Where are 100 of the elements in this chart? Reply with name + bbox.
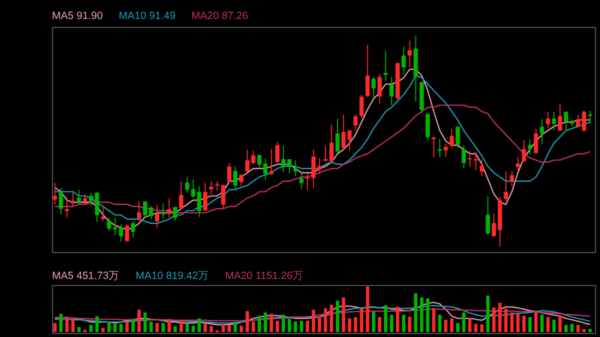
- bar: [456, 322, 460, 332]
- bar: [390, 314, 394, 332]
- bar: [234, 322, 237, 332]
- candlestick: [456, 126, 460, 149]
- candlestick: [118, 224, 124, 242]
- text: MA10 91.49: [118, 10, 176, 22]
- bar: [468, 318, 472, 332]
- candlestick: [546, 111, 550, 128]
- bar: [366, 286, 370, 332]
- bar: [143, 312, 147, 332]
- bar: [95, 316, 99, 332]
- candlestick: [311, 149, 316, 188]
- candlestick: [82, 194, 88, 205]
- candlestick: [58, 187, 64, 215]
- bar: [300, 320, 304, 332]
- text: MA5 451.73万: [52, 270, 120, 282]
- bar: [336, 300, 340, 332]
- candlestick: [516, 156, 520, 171]
- candlestick: [173, 206, 178, 222]
- candlestick: [64, 197, 70, 218]
- candlestick: [70, 192, 76, 207]
- bar: [432, 308, 436, 332]
- bar: [312, 310, 316, 332]
- candlestick: [167, 198, 172, 218]
- bar: [498, 302, 502, 332]
- candlestick: [52, 182, 58, 205]
- bar: [65, 318, 69, 332]
- bar: [174, 326, 177, 332]
- candlestick: [480, 158, 484, 177]
- candlestick: [179, 180, 184, 210]
- candlestick: [94, 192, 100, 222]
- candlestick: [534, 128, 538, 154]
- candlestick: [384, 50, 388, 82]
- candlestick: [564, 111, 568, 131]
- candlestick: [299, 173, 304, 190]
- bar: [204, 322, 207, 332]
- bar: [198, 318, 201, 332]
- bar: [408, 316, 412, 332]
- bar: [474, 324, 478, 332]
- bar: [486, 296, 490, 332]
- candlestick: [450, 128, 454, 148]
- bar: [438, 314, 442, 332]
- bar: [510, 312, 514, 332]
- candlestick: [136, 200, 142, 222]
- candlestick: [426, 114, 430, 141]
- bar: [180, 320, 183, 332]
- bar: [414, 293, 418, 332]
- bar: [318, 316, 322, 332]
- candlestick: [552, 111, 556, 131]
- bar: [330, 304, 334, 332]
- candlestick: [486, 196, 490, 236]
- bar: [258, 316, 262, 332]
- candlestick: [335, 118, 340, 154]
- bar: [270, 314, 274, 332]
- bar: [402, 314, 406, 332]
- bar: [354, 317, 358, 332]
- bar: [534, 312, 538, 332]
- candlestick: [341, 114, 346, 150]
- bar: [125, 322, 129, 332]
- candlestick: [359, 94, 364, 119]
- text: MA20 1151.26万: [225, 270, 304, 282]
- candlestick: [227, 162, 232, 184]
- candlestick: [522, 140, 526, 162]
- bar: [240, 326, 243, 332]
- bar: [246, 311, 249, 332]
- bar: [450, 318, 454, 332]
- bar: [252, 322, 255, 332]
- candlestick: [371, 76, 376, 100]
- bar: [324, 308, 328, 332]
- text: MA20 87.26: [191, 10, 248, 22]
- candlestick: [510, 170, 514, 187]
- candlestick: [317, 157, 322, 174]
- bar: [228, 324, 231, 332]
- bar: [420, 297, 424, 332]
- candlestick: [130, 220, 136, 238]
- candlestick: [540, 118, 544, 144]
- bar: [264, 312, 268, 332]
- bar: [137, 310, 141, 332]
- candlestick: [504, 170, 508, 202]
- candlestick: [365, 44, 370, 98]
- bar: [384, 305, 388, 332]
- bar: [480, 324, 484, 332]
- candlestick: [155, 204, 160, 228]
- bar: [378, 317, 382, 332]
- candlestick: [88, 192, 94, 207]
- candlestick: [468, 150, 472, 168]
- candlestick: [323, 146, 328, 162]
- candlestick: [558, 103, 562, 131]
- bar: [222, 324, 225, 332]
- candlestick: [329, 124, 334, 162]
- bar: [372, 312, 376, 332]
- bar: [522, 316, 526, 332]
- text: MA10 819.42万: [136, 270, 210, 282]
- bar: [444, 320, 448, 332]
- bar: [396, 306, 400, 332]
- candlestick: [76, 190, 82, 205]
- candlestick: [209, 180, 214, 195]
- candlestick: [106, 216, 112, 232]
- bar: [306, 320, 310, 332]
- candlestick: [378, 73, 382, 104]
